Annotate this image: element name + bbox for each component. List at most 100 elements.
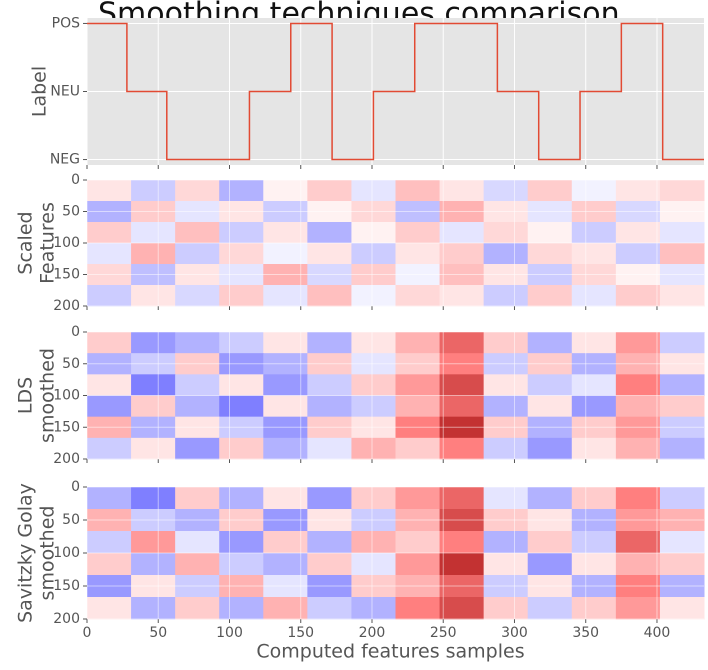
- heatmap-cell: [483, 180, 529, 202]
- y-tick-label: 100: [53, 388, 80, 404]
- heatmap-cell: [483, 222, 529, 244]
- heatmap-cell: [571, 285, 617, 307]
- heatmap-cell: [351, 285, 396, 307]
- heatmap-cell: [175, 437, 220, 460]
- heatmap-cell: [659, 395, 705, 418]
- heatmap-cell: [527, 553, 573, 576]
- heatmap-cell: [131, 243, 176, 265]
- heatmap-cell: [483, 531, 529, 554]
- heatmap-cell: [659, 374, 705, 396]
- heatmap-cell: [87, 332, 132, 354]
- heatmap-cell: [131, 531, 176, 554]
- heatmap-cell: [527, 285, 573, 307]
- heatmap-cell: [263, 395, 308, 418]
- heatmap-cell: [219, 487, 264, 510]
- heatmap-cell: [395, 531, 441, 554]
- heatmap-cell: [571, 332, 617, 354]
- heatmap-cell: [219, 374, 264, 396]
- heatmap-cell: [219, 531, 264, 554]
- heatmap-cell: [307, 222, 352, 244]
- heatmap-cell: [527, 597, 573, 620]
- heatmap-cell: [351, 553, 396, 576]
- heatmap-cell: [571, 395, 617, 418]
- heatmap-cell: [87, 437, 132, 460]
- heatmap-cell: [131, 487, 176, 510]
- heatmap-cell: [615, 395, 661, 418]
- heatmap-cell: [307, 332, 352, 354]
- heatmap-cell: [219, 437, 264, 460]
- heatmap-cell: [439, 487, 485, 510]
- heatmap-cell: [219, 332, 264, 354]
- heatmap-cell: [263, 553, 308, 576]
- y-axis-label: Scaled: [15, 211, 37, 274]
- heatmap-cell: [175, 487, 220, 510]
- heatmap-cell: [571, 487, 617, 510]
- heatmap-cell: [395, 222, 441, 244]
- heatmap-cell: [615, 180, 661, 202]
- heatmap-cell: [307, 487, 352, 510]
- heatmap-cell: [175, 374, 220, 396]
- heatmap-cell: [483, 332, 529, 354]
- y-tick-label: 150: [53, 267, 80, 283]
- y-tick-label: NEG: [50, 152, 80, 168]
- heatmap-cell: [615, 243, 661, 265]
- heatmap-cell: [175, 243, 220, 265]
- heatmap-cell: [615, 437, 661, 460]
- heatmap-cell: [351, 243, 396, 265]
- heatmap-cell: [263, 487, 308, 510]
- heatmap-cell: [527, 243, 573, 265]
- heatmap-cell: [351, 437, 396, 460]
- heatmap-cell: [87, 487, 132, 510]
- y-tick-label: 150: [53, 578, 80, 594]
- heatmap-cell: [351, 487, 396, 510]
- heatmap-cell: [659, 332, 705, 354]
- heatmap-cell: [131, 222, 176, 244]
- heatmap-cell: [439, 332, 485, 354]
- heatmap-cell: [439, 222, 485, 244]
- heatmap-cell: [263, 180, 308, 202]
- y-axis-label: Features: [37, 202, 59, 284]
- heatmap-cell: [439, 285, 485, 307]
- heatmap-cell: [527, 374, 573, 396]
- heatmap-cell: [351, 531, 396, 554]
- x-tick-label: 400: [644, 625, 671, 641]
- y-tick-label: 50: [62, 356, 80, 372]
- y-axis-label: LDS: [15, 377, 37, 414]
- heatmap-cell: [439, 437, 485, 460]
- heatmap-cell: [659, 487, 705, 510]
- heatmap-cell: [439, 243, 485, 265]
- heatmap-cell: [439, 531, 485, 554]
- heatmap-cell: [263, 243, 308, 265]
- heatmap-cell: [219, 243, 264, 265]
- heatmap-cell: [219, 395, 264, 418]
- heatmap-cell: [175, 597, 220, 620]
- heatmap-cell: [571, 180, 617, 202]
- heatmap-cell: [263, 374, 308, 396]
- heatmap-cell: [395, 395, 441, 418]
- heatmap-cell: [659, 531, 705, 554]
- heatmap-cell: [131, 395, 176, 418]
- heatmap-cell: [131, 437, 176, 460]
- heatmap-cell: [615, 597, 661, 620]
- heatmap-cell: [263, 437, 308, 460]
- heatmap-cell: [615, 374, 661, 396]
- heatmap-cell: [527, 222, 573, 244]
- heatmap-cell: [307, 395, 352, 418]
- heatmap-cell: [351, 222, 396, 244]
- heatmap-cell: [395, 374, 441, 396]
- heatmap-cell: [395, 597, 441, 620]
- y-axis-label: Savitzky Golay: [15, 483, 37, 623]
- heatmap-cell: [571, 437, 617, 460]
- heatmap-cell: [87, 222, 132, 244]
- heatmap-cell: [131, 332, 176, 354]
- heatmap-cell: [87, 597, 132, 620]
- x-axis-label: Computed features samples: [256, 641, 524, 663]
- heatmap-cell: [131, 597, 176, 620]
- heatmap-cell: [439, 180, 485, 202]
- step-line: [87, 22, 704, 161]
- heatmap-cell: [263, 332, 308, 354]
- heatmap-cell: [395, 332, 441, 354]
- heatmap-cell: [395, 243, 441, 265]
- heatmap-cell: [571, 222, 617, 244]
